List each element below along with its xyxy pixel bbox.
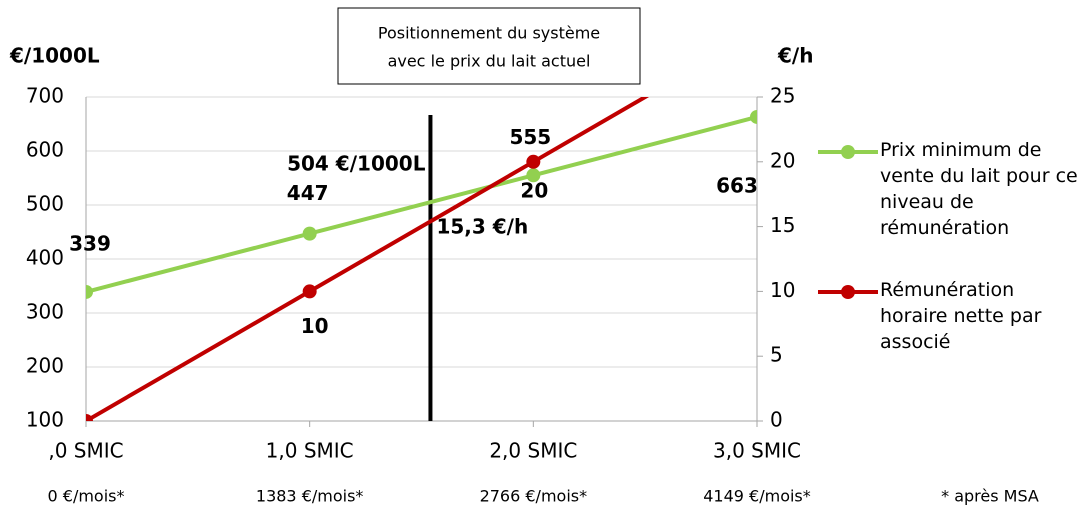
point — [750, 25, 764, 39]
data-label: 555 — [509, 125, 551, 149]
y-tick-label: 100 — [26, 408, 64, 432]
data-label: 663 — [716, 173, 758, 197]
y2-tick-label: 15 — [770, 213, 795, 237]
series-line — [86, 115, 757, 294]
annotation: 504 €/1000L — [287, 152, 426, 176]
point — [86, 414, 93, 421]
x-tick-label: 3,0 SMIC — [713, 439, 801, 463]
data-label: 20 — [520, 178, 548, 202]
box-text: Positionnement du système — [378, 24, 600, 43]
x-sublabel: 1383 €/mois* — [256, 487, 364, 506]
y2-tick-label: 20 — [770, 148, 795, 172]
y2-tick-label: 10 — [770, 278, 795, 302]
point — [750, 109, 757, 124]
x-sublabel: 4149 €/mois* — [703, 487, 811, 506]
legend-marker — [841, 145, 855, 159]
data-label: 447 — [287, 181, 329, 205]
series-line — [86, 97, 650, 421]
x-sublabel: 2766 €/mois* — [480, 487, 588, 506]
y-tick-label: 400 — [26, 246, 64, 270]
point — [86, 284, 93, 299]
point — [526, 168, 541, 183]
plot-clip — [86, 25, 764, 421]
y-axis-title: €/1000L — [9, 44, 100, 68]
y-tick-label: 300 — [26, 300, 64, 324]
y-tick-label: 600 — [26, 138, 64, 162]
y-tick-label: 200 — [26, 354, 64, 378]
legend-label: Prix minimum de vente du lait pour ce ni… — [880, 139, 1078, 239]
y-tick-label: 700 — [26, 84, 64, 108]
x-tick-label: 1,0 SMIC — [266, 439, 354, 463]
footnote: * après MSA — [941, 487, 1039, 506]
annotation: 15,3 €/h — [436, 215, 528, 239]
y2-tick-label: 0 — [770, 408, 783, 432]
x-tick-label: 2,0 SMIC — [489, 439, 577, 463]
legend-marker — [841, 285, 855, 299]
annotation-box — [337, 7, 641, 85]
point — [302, 284, 317, 299]
data-label: 339 — [69, 231, 111, 255]
y-tick-label: 500 — [26, 192, 64, 216]
y2-tick-label: 25 — [770, 84, 795, 108]
point — [302, 226, 317, 241]
y2-axis-title: €/h — [777, 44, 813, 68]
y2-tick-label: 5 — [770, 343, 783, 367]
box-text: avec le prix du lait actuel — [388, 52, 591, 71]
legend-label: Rémunération horaire nette par associé — [880, 279, 1042, 353]
x-tick-label: ,0 SMIC — [48, 439, 123, 463]
point — [526, 154, 541, 169]
x-sublabel: 0 €/mois* — [48, 487, 125, 506]
data-label: 10 — [301, 314, 329, 338]
